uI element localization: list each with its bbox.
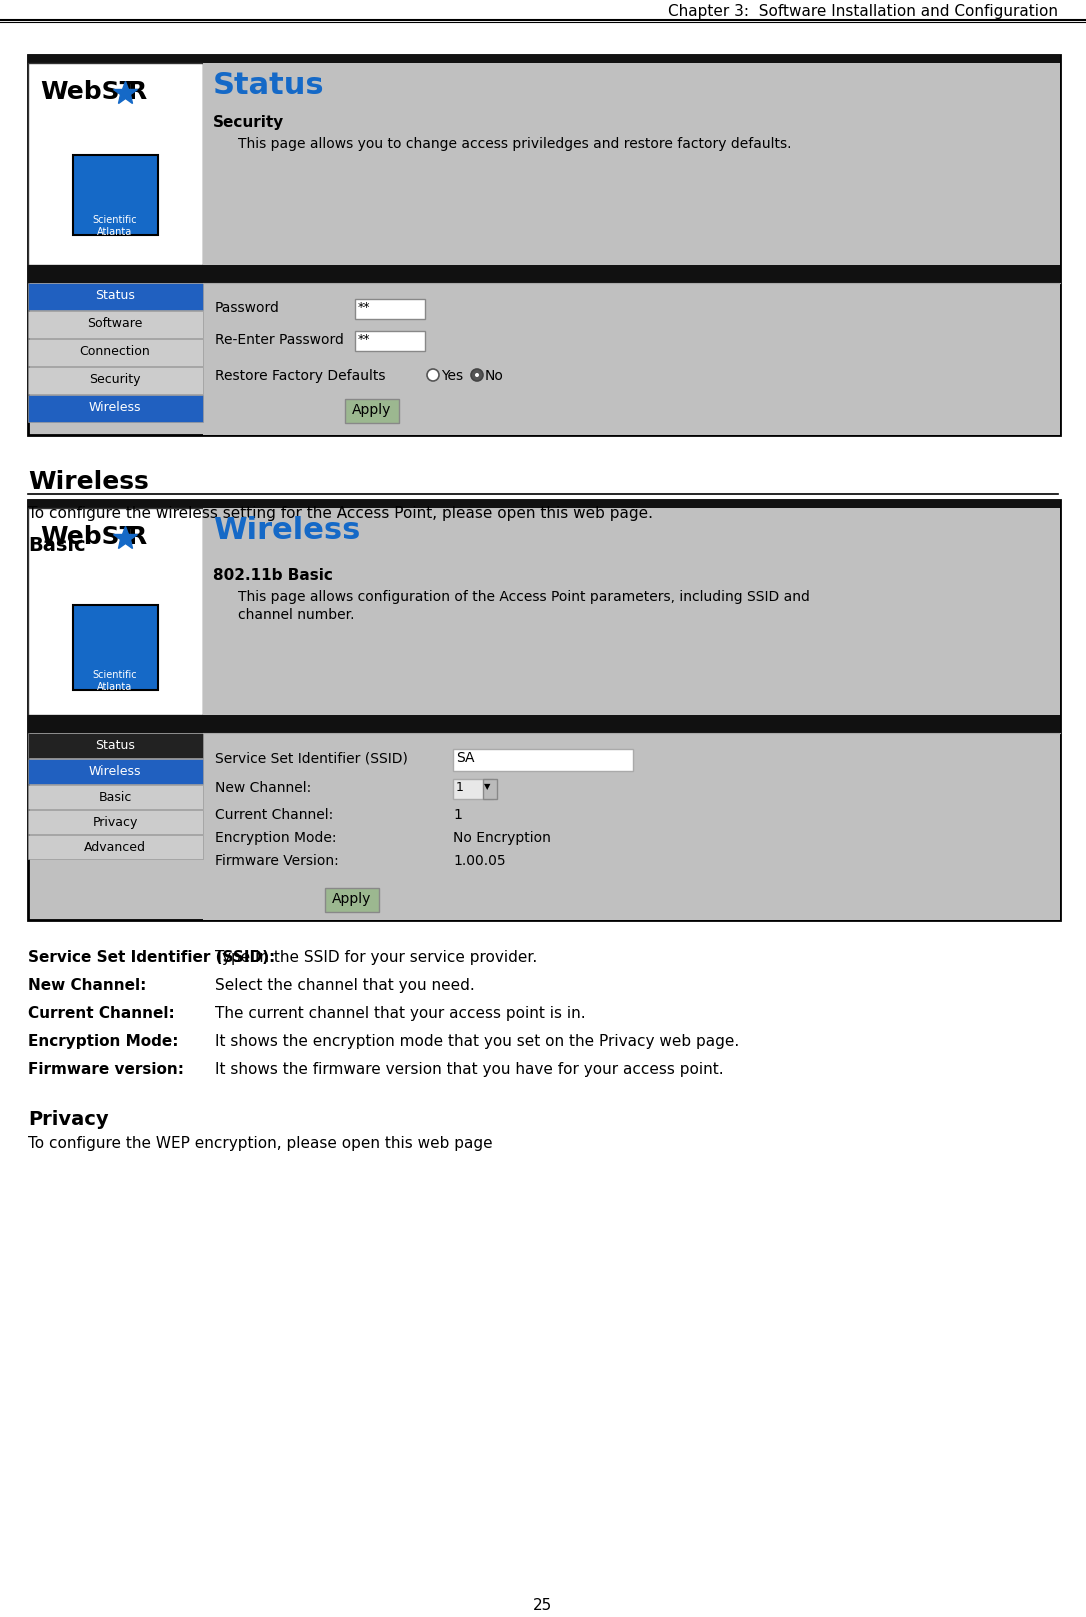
Text: Software: Software [87,317,142,330]
Text: Encryption Mode:: Encryption Mode: [215,831,337,846]
Text: 802.11b Basic: 802.11b Basic [213,568,333,584]
Text: Scientific
Atlanta: Scientific Atlanta [92,215,137,236]
Text: Status: Status [213,71,325,100]
Text: Firmware Version:: Firmware Version: [215,854,339,868]
Bar [28,395,203,422]
Bar [28,715,1060,733]
Text: Connection: Connection [79,344,150,357]
Bar [453,779,493,799]
Text: This page allows configuration of the Access Point parameters, including SSID an: This page allows configuration of the Ac… [238,590,810,605]
Text: Wireless: Wireless [28,471,149,495]
Text: **: ** [358,333,370,346]
Text: ▼: ▼ [484,783,491,791]
Bar [203,508,1060,715]
Text: Wireless: Wireless [89,765,141,778]
Text: 1: 1 [453,808,462,821]
Text: The current channel that your access point is in.: The current channel that your access poi… [215,1006,585,1020]
Text: Status: Status [96,289,135,302]
Text: Service Set Identifier (SSID): Service Set Identifier (SSID) [215,750,408,765]
Bar [28,265,1060,283]
Circle shape [471,369,483,382]
Bar [28,733,203,758]
Bar [28,810,203,834]
Bar [28,834,203,859]
Text: Yes: Yes [441,369,463,383]
Text: Re-Enter Password: Re-Enter Password [215,333,344,348]
Text: Wireless: Wireless [213,516,361,545]
Text: Wireless: Wireless [89,401,141,414]
Text: Restore Factory Defaults: Restore Factory Defaults [215,369,386,383]
Text: New Channel:: New Channel: [28,978,147,993]
Text: R: R [128,79,148,103]
Bar [453,749,633,771]
Circle shape [427,369,439,382]
Bar [345,399,399,424]
Text: Encryption Mode:: Encryption Mode: [28,1033,178,1049]
Text: R: R [128,526,148,550]
Bar [28,758,203,784]
Text: Basic: Basic [99,791,131,804]
Text: This page allows you to change access priviledges and restore factory defaults.: This page allows you to change access pr… [238,137,792,150]
Text: It shows the firmware version that you have for your access point.: It shows the firmware version that you h… [215,1062,723,1077]
Bar [28,508,203,715]
Bar [28,784,203,808]
Text: It shows the encryption mode that you set on the Privacy web page.: It shows the encryption mode that you se… [215,1033,740,1049]
Text: 25: 25 [533,1598,553,1614]
Bar [28,310,203,338]
Text: Basic: Basic [28,535,86,555]
Text: WebST: WebST [40,526,137,550]
Text: Firmware version:: Firmware version: [28,1062,184,1077]
Bar [325,888,379,912]
Bar [28,367,203,395]
Text: Password: Password [215,301,280,315]
Text: **: ** [358,301,370,314]
Bar [483,779,497,799]
Text: Privacy: Privacy [28,1109,109,1129]
Text: To configure the wireless setting for the Access Point, please open this web pag: To configure the wireless setting for th… [28,506,653,521]
Text: Privacy: Privacy [92,817,138,830]
Bar [203,265,1060,435]
Text: No: No [485,369,504,383]
Bar [203,63,1060,265]
Text: Advanced: Advanced [84,841,146,854]
Text: Chapter 3:  Software Installation and Configuration: Chapter 3: Software Installation and Con… [668,3,1058,19]
Bar [73,155,157,234]
Text: Current Channel:: Current Channel: [215,808,333,821]
Bar [28,55,1060,435]
Bar [73,605,157,690]
Text: Current Channel:: Current Channel: [28,1006,175,1020]
Text: Status: Status [96,739,135,752]
Bar [28,63,203,265]
Text: Service Set Identifier (SSID):: Service Set Identifier (SSID): [28,951,275,965]
Text: To configure the WEP encryption, please open this web page: To configure the WEP encryption, please … [28,1137,493,1151]
Text: Select the channel that you need.: Select the channel that you need. [215,978,475,993]
Text: Apply: Apply [332,893,371,906]
Bar [28,500,1060,920]
Text: Security: Security [213,115,285,129]
Text: Security: Security [89,374,141,386]
Text: 1: 1 [456,781,464,794]
Bar [203,715,1060,920]
Text: Scientific
Atlanta: Scientific Atlanta [92,669,137,692]
Bar [28,340,203,365]
Bar [355,299,425,319]
Text: Apply: Apply [352,403,392,417]
Circle shape [475,374,479,377]
Text: New Channel:: New Channel: [215,781,312,796]
Bar [355,331,425,351]
Bar [28,500,1060,508]
Text: No Encryption: No Encryption [453,831,551,846]
Text: Type in the SSID for your service provider.: Type in the SSID for your service provid… [215,951,538,965]
Text: 1.00.05: 1.00.05 [453,854,506,868]
Bar [28,55,1060,63]
Bar [28,283,203,310]
Text: WebST: WebST [40,79,137,103]
Text: channel number.: channel number. [238,608,354,623]
Text: SA: SA [456,750,475,765]
